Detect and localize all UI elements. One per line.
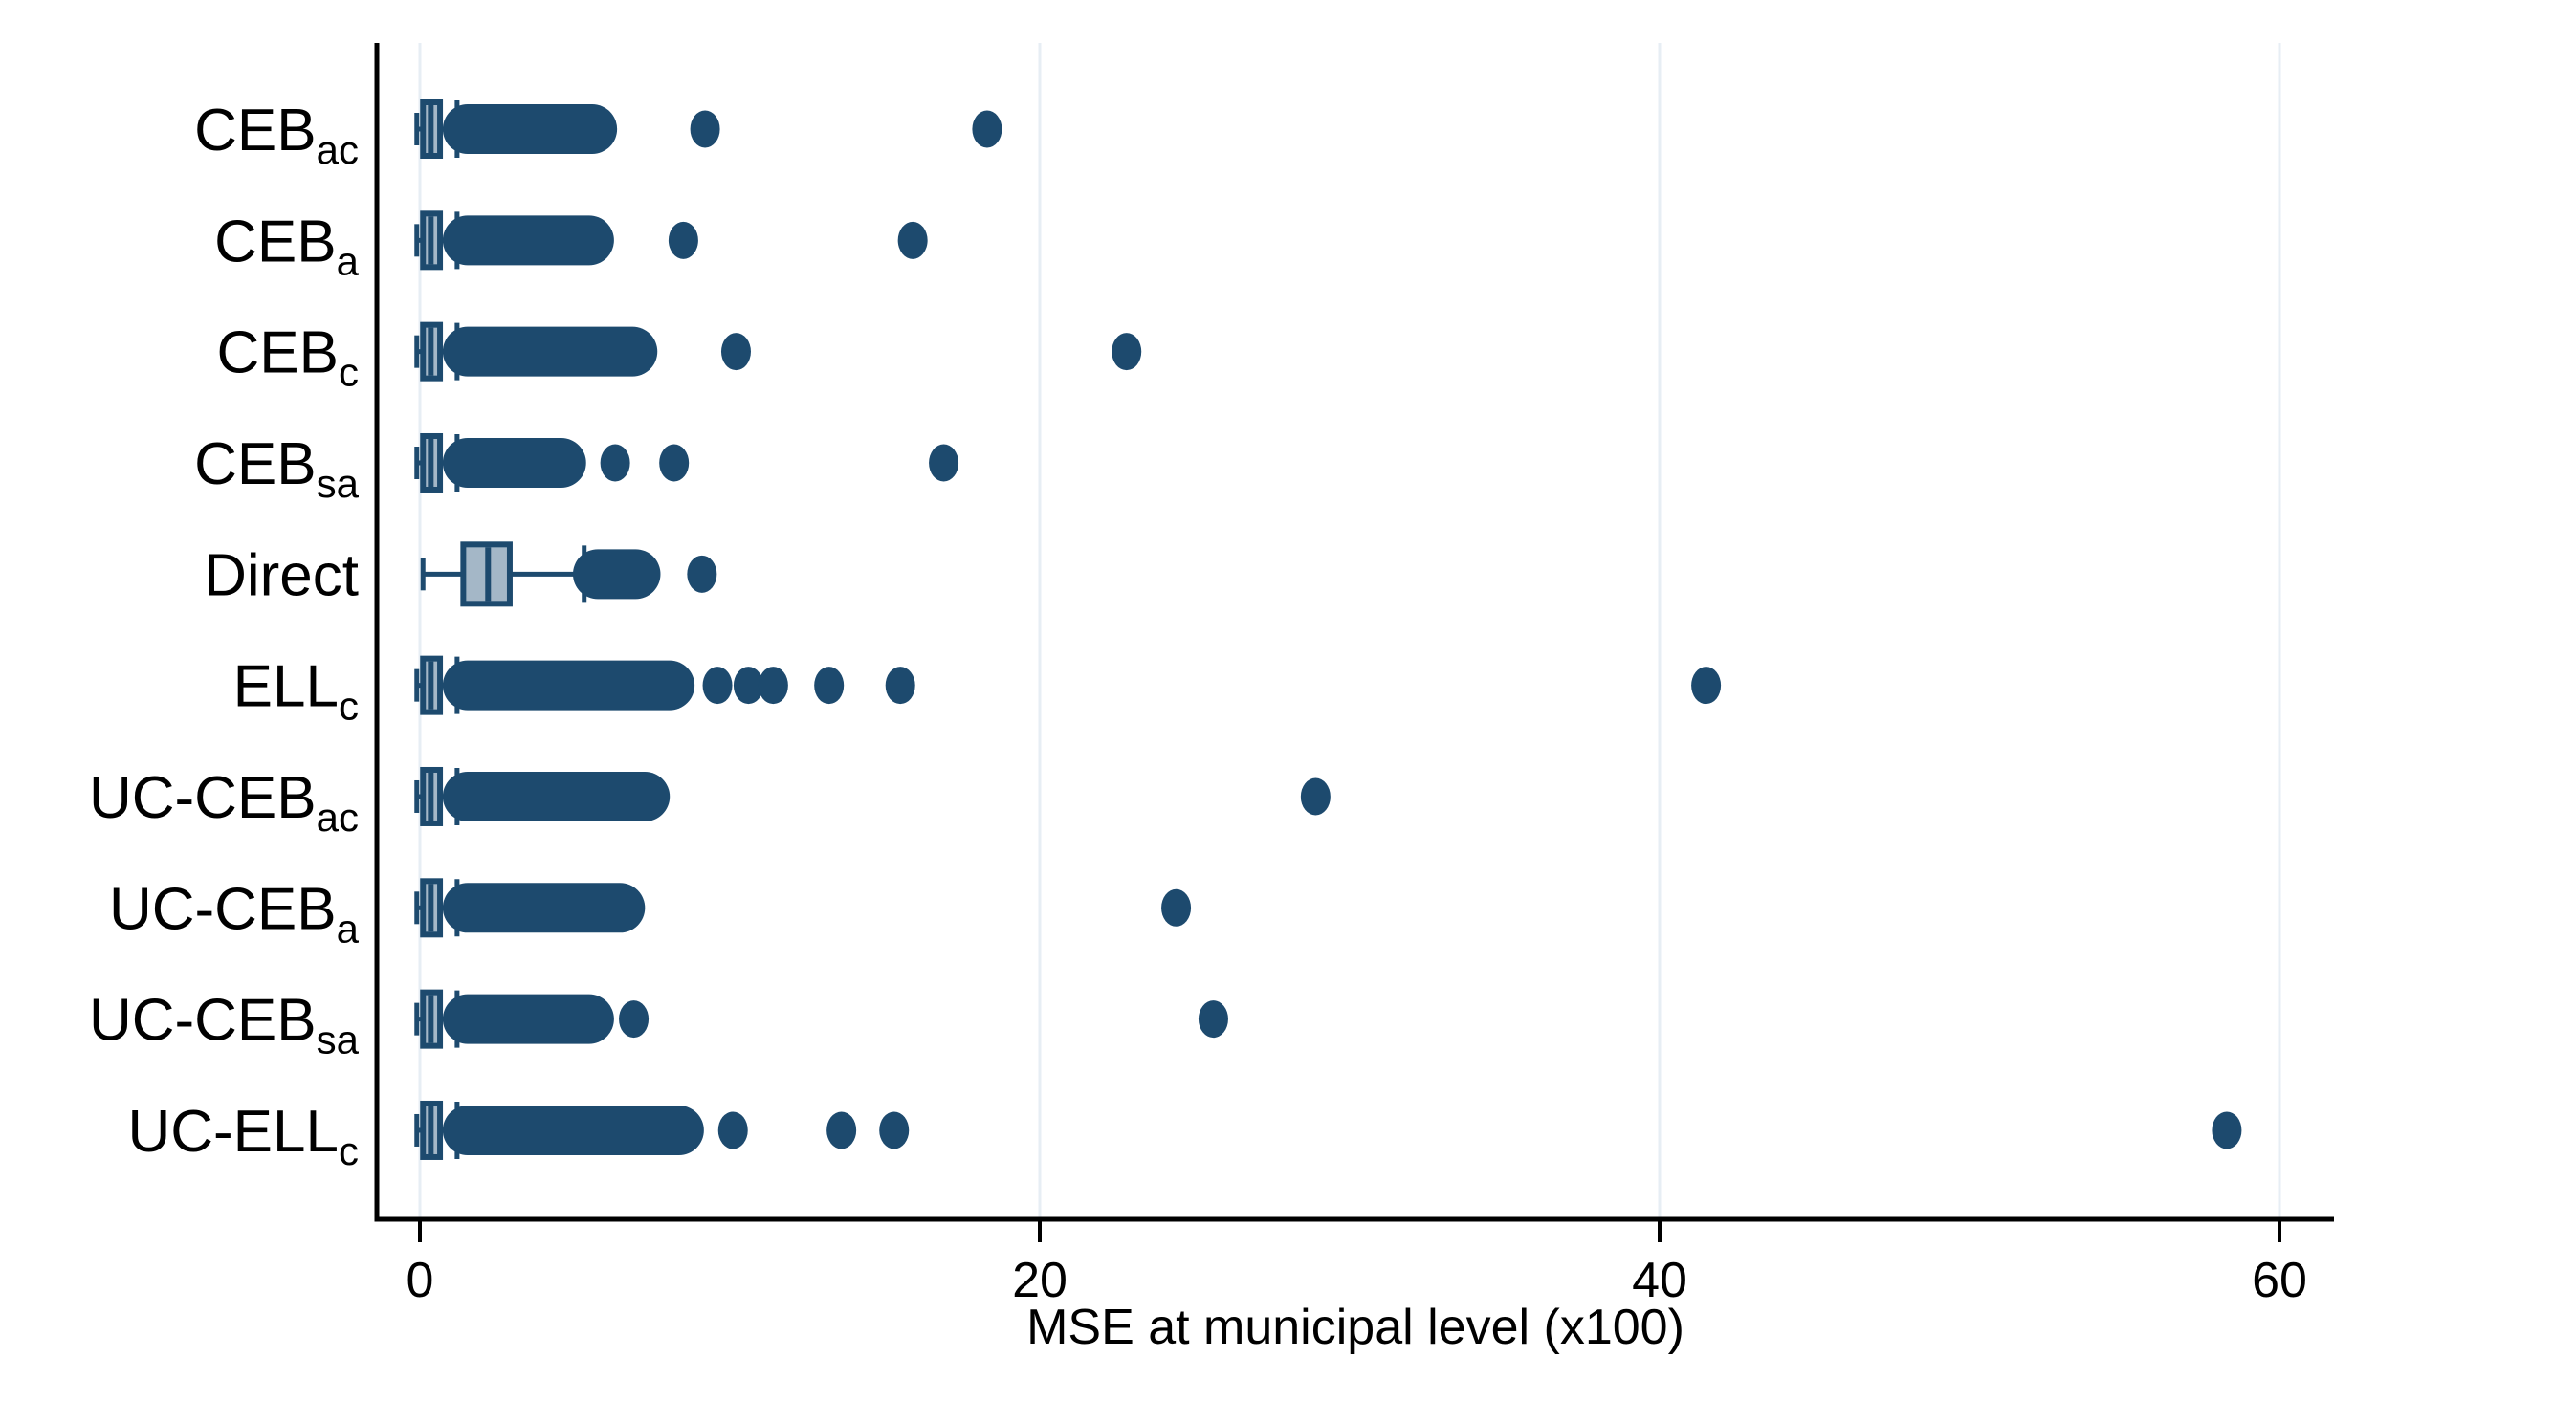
outlier-dot	[619, 1000, 650, 1039]
outlier-dot	[659, 444, 690, 482]
x-axis-title: MSE at municipal level (x100)	[1026, 1300, 1684, 1355]
outlier-dot	[972, 110, 1002, 148]
category-label-UC-CEB_sa: UC-CEBsa	[89, 988, 360, 1062]
box-row-CEB_ac	[414, 99, 1002, 159]
x-tick-label: 40	[1632, 1253, 1687, 1308]
outlier-dot	[826, 1111, 857, 1149]
outlier-dot	[2212, 1111, 2242, 1149]
outlier-dot	[702, 667, 733, 705]
box-rows	[414, 99, 2242, 1160]
x-tick-label: 0	[407, 1253, 434, 1308]
y-axis-labels: CEBac CEBa CEBc CEBsa Direct ELLc UC-CEBac UC-C…	[89, 98, 360, 1173]
outlier-dot	[814, 667, 845, 705]
box-row-CEB_a	[414, 210, 928, 271]
x-tick-label: 60	[2252, 1253, 2307, 1308]
outlier-dot	[1161, 888, 1192, 927]
outlier-dot	[690, 110, 720, 148]
category-label-ELL_c: ELLc	[233, 654, 359, 729]
box-row-UC-CEB_a	[414, 878, 1192, 938]
outlier-dot	[885, 667, 915, 705]
category-label-UC-CEB_a: UC-CEBa	[109, 876, 360, 951]
box-row-ELL_c	[414, 655, 1722, 715]
outlier-dot	[929, 444, 959, 482]
outlier-dot	[758, 667, 788, 705]
category-label-UC-CEB_ac: UC-CEBac	[89, 765, 359, 840]
box-row-CEB_sa	[414, 432, 959, 493]
category-label-CEB_a: CEBa	[214, 208, 359, 283]
outlier-dot	[1691, 667, 1722, 705]
outlier-dot	[600, 444, 630, 482]
outlier-dot	[1198, 1000, 1228, 1039]
box-row-UC-CEB_ac	[414, 766, 1331, 826]
category-label-Direct: Direct	[204, 542, 359, 608]
outlier-dot	[687, 555, 717, 593]
category-label-CEB_c: CEBc	[217, 320, 359, 395]
x-axis-ticks: 0 20 40 60	[407, 1219, 2307, 1308]
outlier-dot	[668, 221, 698, 259]
box-row-Direct	[420, 541, 717, 607]
box-row-CEB_c	[414, 321, 1142, 382]
category-label-UC-ELL_c: UC-ELLc	[127, 1099, 359, 1173]
category-label-CEB_ac: CEBac	[194, 98, 359, 172]
outlier-dot	[717, 1111, 748, 1149]
category-label-CEB_sa: CEBsa	[194, 431, 359, 506]
outlier-dot	[733, 667, 763, 705]
outlier-dot	[720, 333, 751, 371]
box-row-UC-ELL_c	[414, 1100, 2242, 1160]
outlier-dot	[1300, 777, 1331, 816]
x-tick-label: 20	[1012, 1253, 1068, 1308]
gridlines	[418, 43, 2281, 1219]
box-row-UC-CEB_sa	[414, 989, 1228, 1049]
outlier-dot	[879, 1111, 910, 1149]
outlier-dot	[897, 221, 928, 259]
outlier-dot	[1112, 333, 1142, 371]
axes	[374, 43, 2334, 1222]
